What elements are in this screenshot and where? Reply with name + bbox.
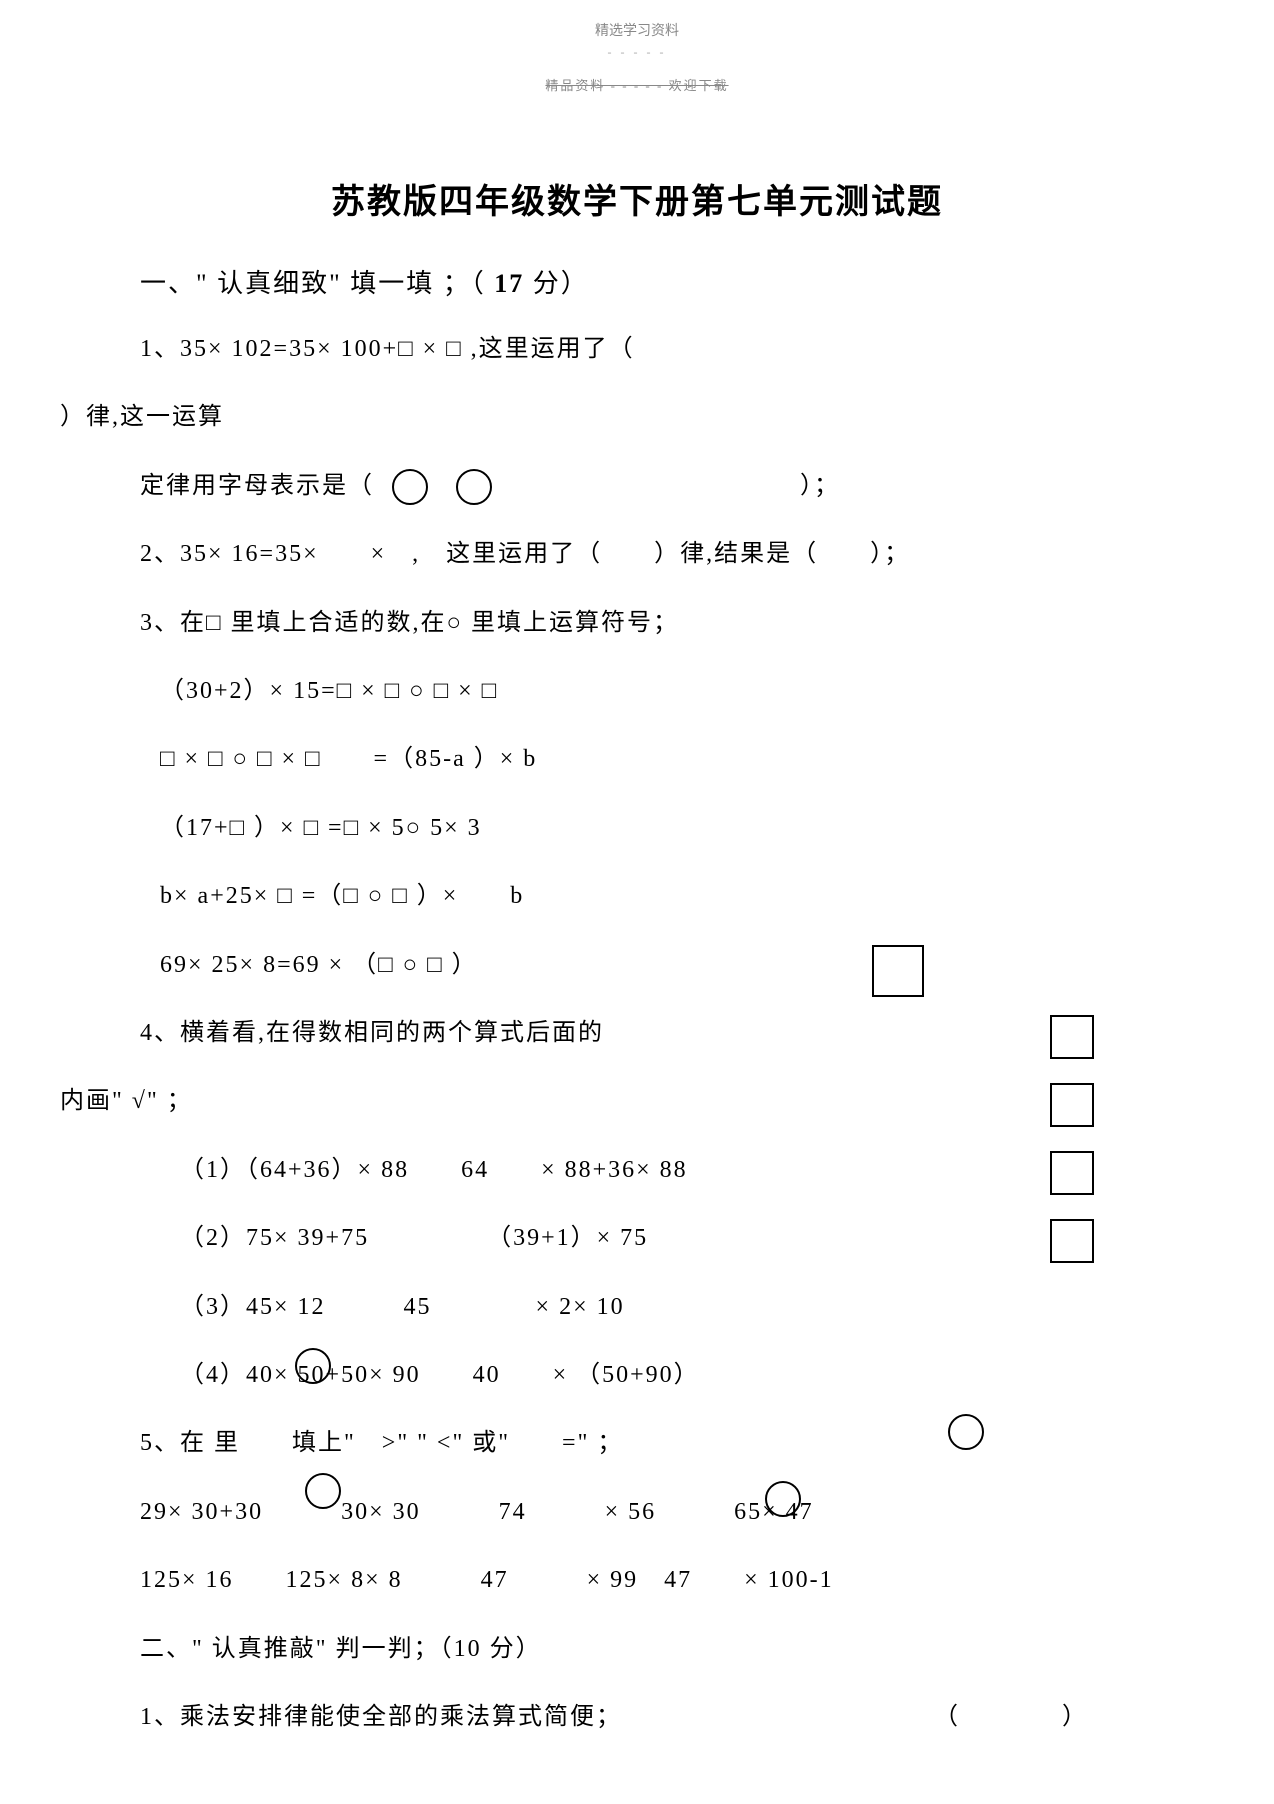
watermark-sub: - - - - - xyxy=(0,45,1274,60)
q1-line1: 1、35× 102=35× 100+□ × □ ,这里运用了（ xyxy=(140,330,1214,368)
s2-q1-text: 1、乘法安排律能使全部的乘法算式简便； xyxy=(140,1698,622,1736)
q1-line3-text: 定律用字母表示是（ xyxy=(140,473,374,499)
q5-header: 5、在 里 填上" >" " <" 或" =" ； xyxy=(140,1424,1214,1462)
s2-q1: 1、乘法安排律能使全部的乘法算式简便； （ ） xyxy=(140,1698,1214,1736)
watermark-top: 精选学习资料 xyxy=(0,0,1274,40)
q5-header-text: 5、在 里 填上" >" " <" 或" =" ； xyxy=(140,1430,623,1456)
watermark-strike: 精品资料 - - - - - 欢迎下载 xyxy=(0,75,1274,94)
circle-icon xyxy=(305,1473,341,1509)
q1-line3-end: ）； xyxy=(800,473,840,499)
answer-box-large xyxy=(872,945,924,997)
answer-boxes xyxy=(1050,955,1094,1263)
circle-icon xyxy=(295,1348,331,1384)
q3-l2: □ × □ ○ □ × □ =（85-a ）× b xyxy=(160,740,1214,778)
section-1-text: 一、" 认真细致" 填一填 xyxy=(140,269,434,298)
q3-l4: b× a+25× □ =（□ ○ □ ）× b xyxy=(160,877,1214,915)
square-icon xyxy=(1050,1151,1094,1195)
circle-icon xyxy=(948,1414,984,1450)
q5-l2: 125× 16 125× 8× 8 47 × 99 47 × 100-1 xyxy=(140,1561,1214,1599)
square-icon xyxy=(1050,1015,1094,1059)
section-1-score: 17 xyxy=(494,269,524,298)
q4-header-b: 内画" √" ； xyxy=(60,1082,1214,1120)
q4-l4-text: （4）40× 50+50× 90 40 × （50+90） xyxy=(180,1362,700,1388)
q4-l4: （4）40× 50+50× 90 40 × （50+90） xyxy=(180,1356,1214,1394)
circle-icon xyxy=(456,469,492,505)
document-content: 苏教版四年级数学下册第七单元测试题 一、" 认真细致" 填一填 ；（ 17 分）… xyxy=(0,94,1274,1736)
q3-l1: （30+2）× 15=□ × □ ○ □ × □ xyxy=(160,672,1214,710)
circle-icon xyxy=(392,469,428,505)
section-1-header: 一、" 认真细致" 填一填 ；（ 17 分） xyxy=(140,263,1214,300)
q5-l1: 29× 30+30 30× 30 74 × 56 65× 47 xyxy=(140,1493,1214,1531)
section-1-unit: 分） xyxy=(533,269,589,298)
q5-l1-text: 29× 30+30 30× 30 74 × 56 65× 47 xyxy=(140,1499,814,1525)
s2-q1-paren: （ ） xyxy=(934,1698,1094,1736)
square-icon xyxy=(1050,1219,1094,1263)
q3-l3: （17+□ ）× □ =□ × 5○ 5× 3 xyxy=(160,809,1214,847)
square-icon xyxy=(872,945,924,997)
q2-line: 2、35× 16=35× × , 这里运用了（ ）律,结果是（ ）； xyxy=(140,535,1214,573)
q1-line3: 定律用字母表示是（ ）； xyxy=(140,467,1214,505)
q3-header: 3、在□ 里填上合适的数,在○ 里填上运算符号； xyxy=(140,604,1214,642)
section-1-punct: ；（ xyxy=(443,269,486,298)
section-2-header: 二、" 认真推敲" 判一判；（10 分） xyxy=(140,1630,1214,1668)
page-title: 苏教版四年级数学下册第七单元测试题 xyxy=(60,174,1214,223)
circle-icon xyxy=(765,1481,801,1517)
square-icon xyxy=(1050,1083,1094,1127)
q1-line2: ）律,这一运算 xyxy=(60,398,1214,436)
q4-l3: （3）45× 12 45 × 2× 10 xyxy=(180,1288,1214,1326)
